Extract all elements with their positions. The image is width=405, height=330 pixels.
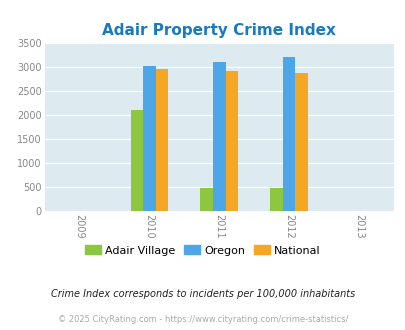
- Bar: [155, 69, 168, 211]
- Bar: [213, 62, 225, 211]
- Bar: [200, 188, 213, 211]
- Bar: [282, 57, 294, 211]
- Title: Adair Property Crime Index: Adair Property Crime Index: [102, 22, 335, 38]
- Text: © 2025 CityRating.com - https://www.cityrating.com/crime-statistics/: © 2025 CityRating.com - https://www.city…: [58, 315, 347, 324]
- Bar: [143, 66, 155, 211]
- Bar: [294, 73, 307, 211]
- Text: Crime Index corresponds to incidents per 100,000 inhabitants: Crime Index corresponds to incidents per…: [51, 289, 354, 299]
- Bar: [130, 110, 143, 211]
- Bar: [270, 188, 282, 211]
- Legend: Adair Village, Oregon, National: Adair Village, Oregon, National: [81, 241, 324, 260]
- Bar: [225, 71, 237, 211]
